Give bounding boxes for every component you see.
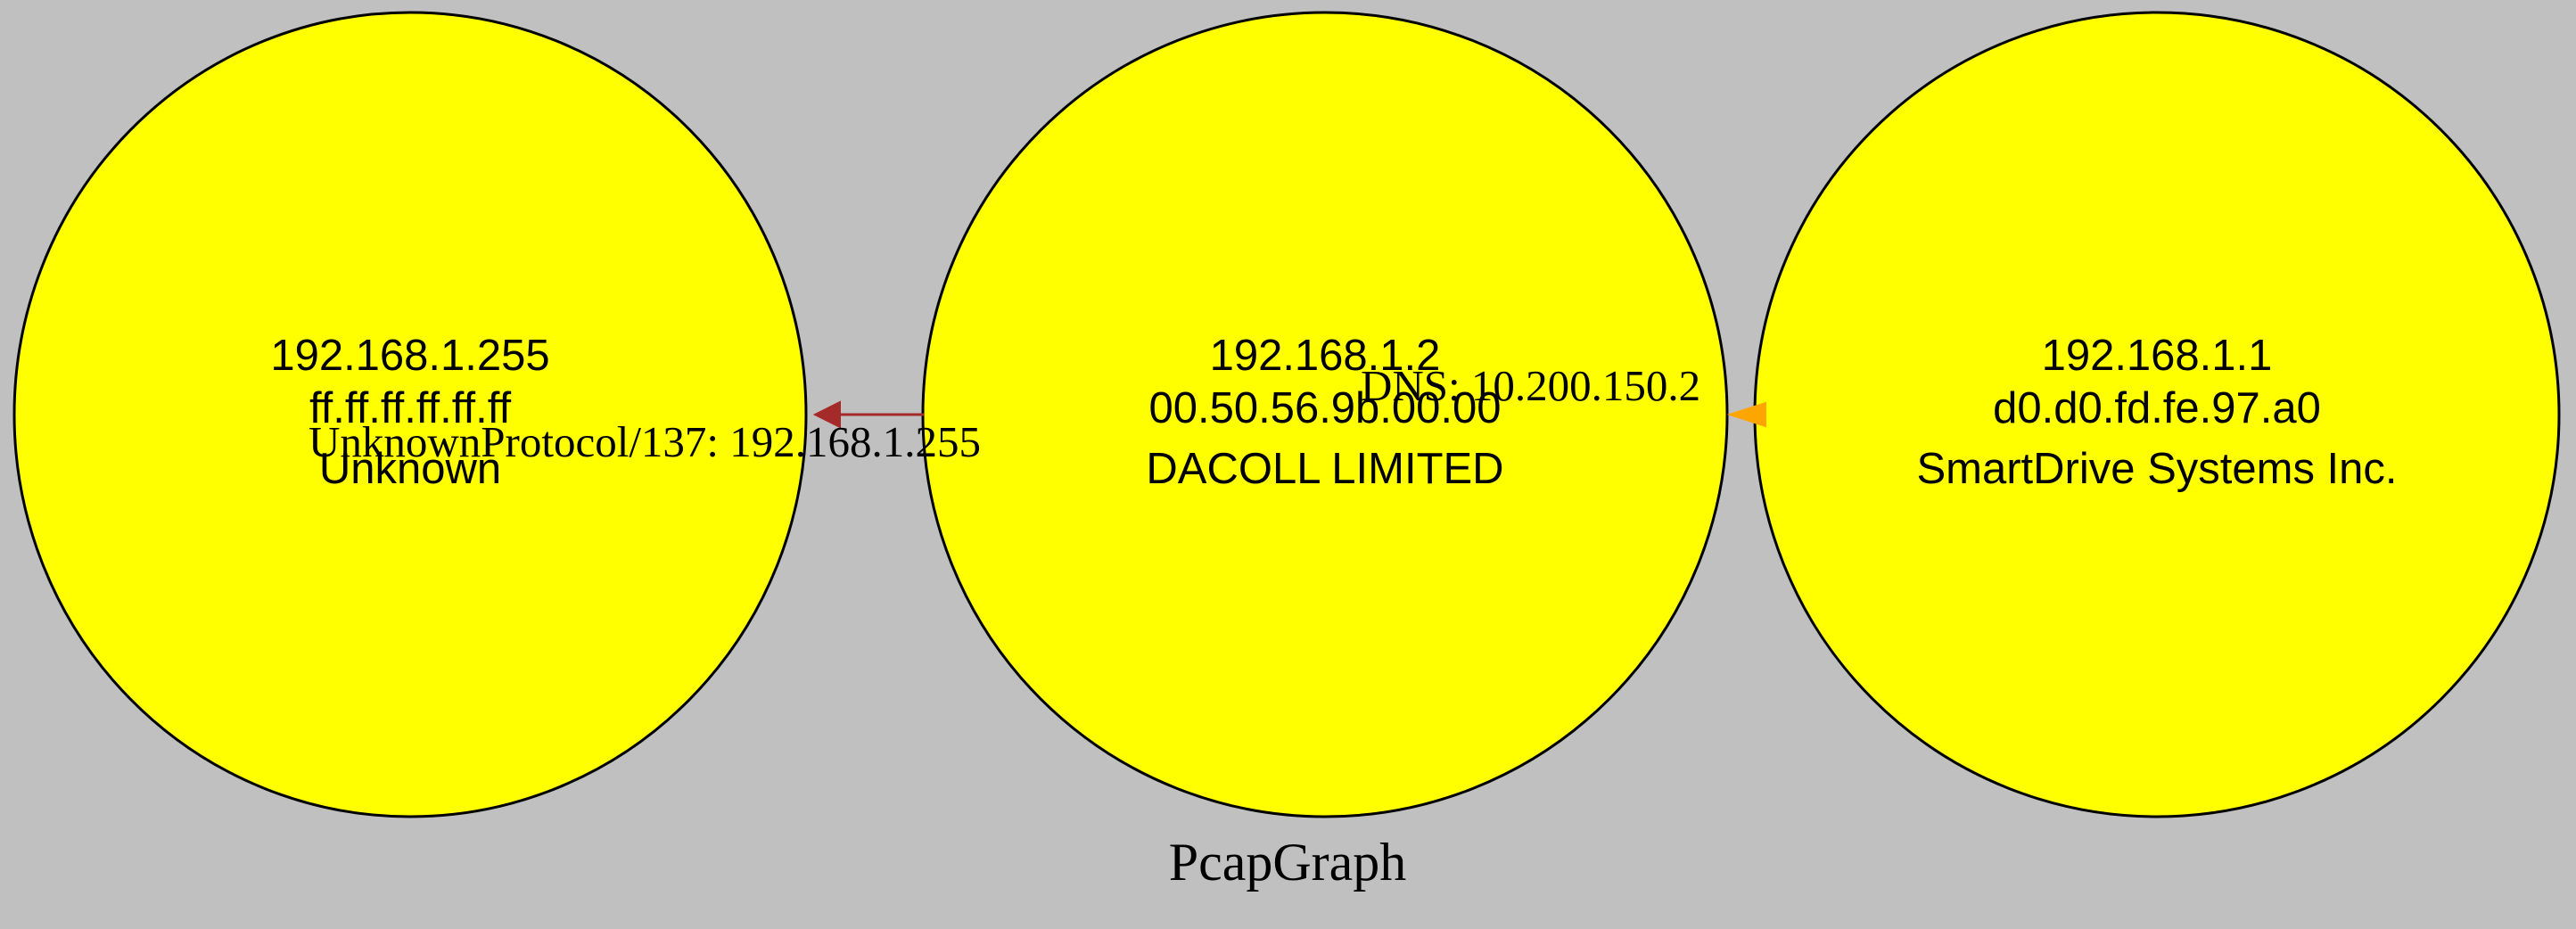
node-host-vendor: DACOLL LIMITED bbox=[1146, 445, 1503, 493]
node-gateway[interactable]: 192.168.1.1 d0.d0.fd.fe.97.a0 SmartDrive… bbox=[1753, 11, 2561, 818]
node-host-ip: 192.168.1.2 bbox=[1210, 332, 1441, 380]
edge-gateway-to-host-label: DNS: 10.200.150.2 bbox=[1361, 361, 1700, 410]
node-broadcast-mac: ff.ff.ff.ff.ff.ff bbox=[309, 384, 512, 432]
node-broadcast-circle bbox=[12, 11, 808, 818]
edge-gateway-to-host[interactable]: DNS: 10.200.150.2 bbox=[1361, 361, 1766, 428]
node-host[interactable]: 192.168.1.2 00.50.56.9b.00.00 DACOLL LIM… bbox=[921, 11, 1729, 818]
edge-host-to-broadcast[interactable]: UnknownProtocol/137: 192.168.1.255 bbox=[309, 400, 981, 466]
node-gateway-mac: d0.d0.fd.fe.97.a0 bbox=[1993, 384, 2321, 432]
edge-host-to-broadcast-label: UnknownProtocol/137: 192.168.1.255 bbox=[309, 417, 981, 466]
node-gateway-ip: 192.168.1.1 bbox=[2042, 332, 2273, 380]
edge-host-to-broadcast-arrowhead bbox=[812, 400, 841, 429]
edge-gateway-to-host-arrowhead bbox=[1726, 401, 1766, 428]
node-broadcast-ip: 192.168.1.255 bbox=[270, 332, 549, 380]
node-gateway-vendor: SmartDrive Systems Inc. bbox=[1916, 445, 2397, 493]
node-host-mac: 00.50.56.9b.00.00 bbox=[1148, 384, 1501, 432]
node-broadcast[interactable]: 192.168.1.255 ff.ff.ff.ff.ff.ff Unknown bbox=[12, 11, 808, 818]
node-broadcast-vendor: Unknown bbox=[319, 445, 501, 493]
graph-title: PcapGraph bbox=[1169, 833, 1407, 892]
